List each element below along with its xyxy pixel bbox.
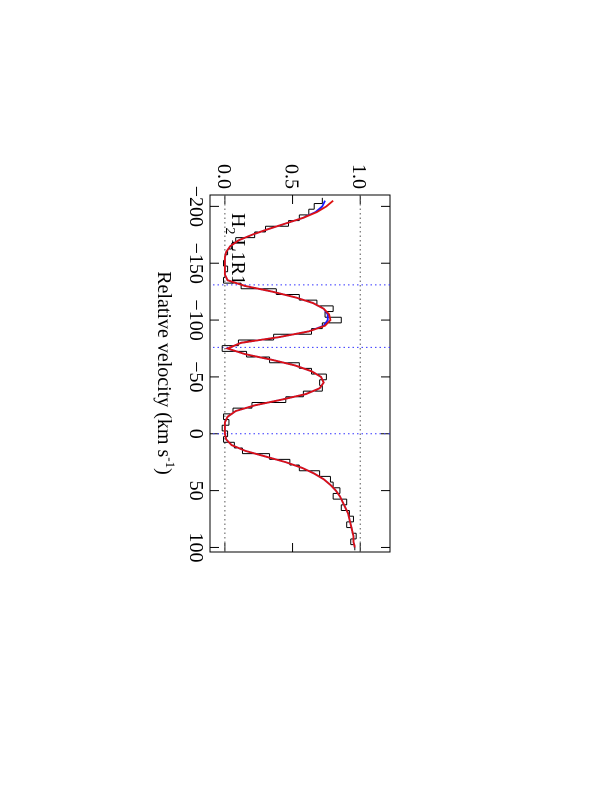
x-tick-label: −50	[185, 361, 207, 392]
x-axis-label: Relative velocity (km s-1)	[153, 271, 178, 475]
y-tick-label: 0.0	[213, 164, 235, 189]
plot-frame	[209, 194, 391, 553]
x-tick-label: −100	[185, 299, 207, 340]
x-label-sup: -1	[163, 457, 178, 468]
x-tick-label: 0	[185, 429, 207, 439]
x-label-main: Relative velocity (km s	[153, 271, 175, 457]
x-tick-label: −150	[185, 243, 207, 284]
x-label-end: )	[153, 468, 175, 475]
x-tick-label: 100	[185, 532, 207, 562]
model-line	[223, 199, 356, 548]
plot-area: H2 L1R1 Relative velocity (km s-1) −200 −…	[153, 164, 391, 562]
x-tick-label: 50	[185, 481, 207, 501]
annotation: H2 L1R1	[222, 213, 249, 285]
annotation-sub: 2	[222, 227, 237, 234]
annotation-text: H	[227, 213, 249, 227]
annotation-line: L1R1	[227, 234, 249, 285]
y-tick-label: 1.0	[348, 164, 370, 189]
x-tick-label: −200	[185, 186, 207, 227]
y-tick-label: 0.5	[281, 164, 303, 189]
